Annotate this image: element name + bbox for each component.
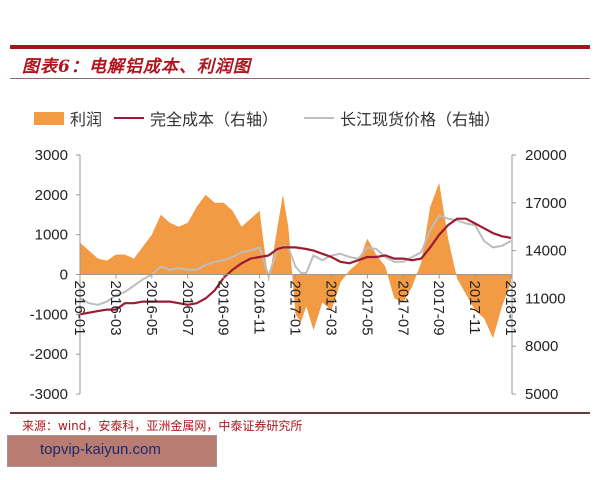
- y-tick-label: 0: [60, 267, 68, 284]
- y-tick-label: 3000: [35, 147, 68, 164]
- y-tick-label: 1000: [35, 227, 68, 244]
- watermark-text: topvip-kaiyun.com: [40, 441, 161, 458]
- legend-label: 利润: [70, 110, 103, 129]
- legend-swatch-line: [114, 117, 145, 119]
- x-tick-label: 2017-03: [322, 281, 339, 336]
- footer-rule: [10, 412, 590, 414]
- y-tick-label: -3000: [30, 386, 68, 403]
- y2-tick-label: 11000: [525, 290, 566, 307]
- y2-tick-label: 8000: [525, 338, 558, 355]
- chart-legend: 利润 完全成本（右轴） 长江现货价格（右轴）: [34, 106, 500, 130]
- legend-swatch-line: [304, 117, 335, 119]
- y-tick-label: -2000: [30, 346, 68, 363]
- y-tick-label: 2000: [35, 187, 68, 204]
- x-tick-label: 2018-01: [502, 281, 519, 336]
- legend-label: 长江现货价格（右轴）: [340, 110, 501, 129]
- x-tick-label: 2016-11: [251, 281, 268, 335]
- y2-tick-label: 14000: [525, 243, 567, 260]
- x-tick-label: 2017-01: [287, 281, 304, 336]
- cost-line: [79, 217, 512, 316]
- title-divider: [10, 78, 590, 79]
- x-tick-label: 2016-09: [215, 281, 232, 336]
- header-rule: [10, 45, 590, 49]
- profit-area: [80, 182, 511, 339]
- x-tick-label: 2017-11: [466, 281, 483, 335]
- legend-swatch-area: [34, 111, 64, 125]
- x-tick-label: 2016-03: [107, 281, 124, 336]
- legend-item-profit: 利润: [34, 106, 102, 130]
- profit-area-path: [80, 182, 511, 339]
- y2-tick-label: 20000: [525, 147, 567, 164]
- x-tick-label: 2016-05: [143, 281, 160, 336]
- legend-label: 完全成本（右轴）: [150, 110, 279, 129]
- x-tick-label: 2016-07: [179, 281, 196, 336]
- x-tick-label: 2017-09: [430, 281, 447, 336]
- source-note: 来源：wind，安泰科，亚洲金属网，中泰证券研究所: [22, 419, 303, 433]
- x-tick-label: 2017-07: [394, 281, 411, 336]
- axes: 3000 2000 1000 0 -1000 -2000 -3000 20000 17000 14…: [30, 147, 567, 403]
- watermark-banner: topvip-kaiyun.com: [8, 436, 216, 466]
- spot-price-line: [79, 214, 512, 306]
- y2-tick-label: 5000: [525, 386, 558, 403]
- y-tick-label: -1000: [30, 306, 68, 323]
- y2-tick-label: 17000: [525, 195, 567, 212]
- legend-item-spot-price: 长江现货价格（右轴）: [292, 106, 500, 130]
- x-tick-label: 2016-01: [71, 281, 88, 336]
- figure-title: 图表6：电解铝成本、利润图: [22, 57, 251, 77]
- legend-item-cost: 完全成本（右轴）: [102, 106, 278, 130]
- x-tick-label: 2017-05: [358, 281, 375, 336]
- price-lines: [79, 214, 512, 316]
